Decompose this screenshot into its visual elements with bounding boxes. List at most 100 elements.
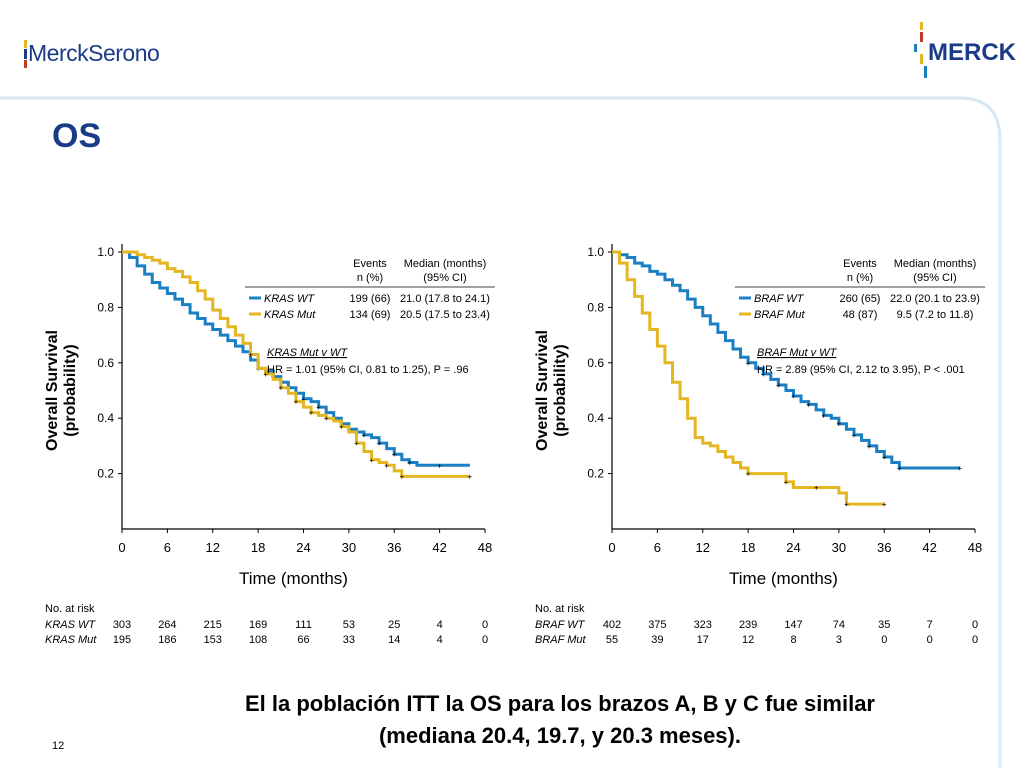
risk-row-name: KRAS WT <box>45 619 96 631</box>
risk-value: 39 <box>651 634 663 646</box>
censor-mark: + <box>407 459 412 468</box>
table-header-events: Events <box>353 258 387 270</box>
table-header-events: Events <box>843 258 877 270</box>
hr-text: HR = 2.89 (95% CI, 2.12 to 3.95), P < .0… <box>757 364 965 376</box>
censor-mark: + <box>294 398 299 407</box>
x-tick-label: 36 <box>877 540 891 555</box>
x-tick-label: 24 <box>786 540 800 555</box>
km-curve-kras-mut <box>122 250 470 478</box>
censor-mark: + <box>837 420 842 429</box>
risk-value: 186 <box>158 634 176 646</box>
censor-mark: + <box>844 500 849 509</box>
risk-table-label: No. at risk <box>535 603 585 615</box>
risk-value: 12 <box>742 634 754 646</box>
risk-value: 239 <box>739 619 757 631</box>
risk-value: 25 <box>388 619 400 631</box>
risk-value: 17 <box>697 634 709 646</box>
hr-text: HR = 1.01 (95% CI, 0.81 to 1.25), P = .9… <box>267 364 469 376</box>
censor-mark: + <box>324 414 329 423</box>
risk-value: 402 <box>603 619 621 631</box>
risk-value: 8 <box>790 634 796 646</box>
y-axis-label-line2: (probability) <box>552 344 569 436</box>
table-header-ci: (95% CI) <box>913 272 956 284</box>
legend-median: 20.5 (17.5 to 23.4) <box>400 309 490 321</box>
x-tick-label: 30 <box>832 540 846 555</box>
y-axis-label-line1: Overall Survival <box>44 330 61 451</box>
risk-value: 55 <box>606 634 618 646</box>
censor-mark: + <box>354 439 359 448</box>
risk-row-name: BRAF Mut <box>535 634 586 646</box>
censor-mark: + <box>791 392 796 401</box>
censor-mark: + <box>399 472 404 481</box>
censor-mark: + <box>852 431 857 440</box>
x-tick-label: 48 <box>478 540 492 555</box>
risk-value: 4 <box>437 634 443 646</box>
table-header-ci: (95% CI) <box>423 272 466 284</box>
risk-value: 14 <box>388 634 400 646</box>
x-tick-label: 0 <box>118 540 125 555</box>
slide-number: 12 <box>52 740 65 752</box>
x-tick-label: 18 <box>741 540 755 555</box>
censor-mark: + <box>316 403 321 412</box>
legend-median: 21.0 (17.8 to 24.1) <box>400 293 490 305</box>
merck-logo: MERCK <box>928 39 1016 66</box>
km-curve-braf-mut <box>612 250 885 506</box>
legend-events: 199 (66) <box>350 293 391 305</box>
y-axis-label-line2: (probability) <box>62 344 79 436</box>
table-header-median: Median (months) <box>404 258 487 270</box>
y-tick-label: 0.2 <box>587 467 604 481</box>
censor-mark: + <box>882 453 887 462</box>
censor-mark: + <box>784 478 789 487</box>
x-tick-label: 6 <box>654 540 661 555</box>
risk-value: 0 <box>881 634 887 646</box>
merckserono-logo: MerckSerono <box>28 40 160 66</box>
risk-value: 147 <box>784 619 802 631</box>
legend-label: KRAS WT <box>264 293 315 305</box>
x-tick-label: 48 <box>968 540 982 555</box>
km-curve-braf-wt <box>612 250 960 470</box>
summary-line-1: El la población ITT la OS para los brazo… <box>244 691 875 716</box>
risk-value: 0 <box>927 634 933 646</box>
risk-value: 7 <box>927 619 933 631</box>
x-tick-label: 0 <box>608 540 615 555</box>
x-tick-label: 12 <box>696 540 710 555</box>
x-tick-label: 6 <box>164 540 171 555</box>
risk-value: 53 <box>343 619 355 631</box>
legend-events: 48 (87) <box>843 309 878 321</box>
risk-value: 375 <box>648 619 666 631</box>
merck-logo-mark <box>914 22 928 87</box>
censor-mark: + <box>309 409 314 418</box>
x-tick-label: 36 <box>387 540 401 555</box>
censor-mark: + <box>761 370 766 379</box>
y-tick-label: 0.8 <box>587 300 604 314</box>
censor-mark: + <box>248 350 253 359</box>
risk-row-name: BRAF WT <box>535 619 586 631</box>
risk-value: 4 <box>437 619 443 631</box>
y-tick-label: 0.4 <box>587 411 604 425</box>
censor-mark: + <box>958 464 963 473</box>
risk-value: 74 <box>833 619 845 631</box>
censor-mark: + <box>301 395 306 404</box>
censor-mark: + <box>867 442 872 451</box>
risk-value: 0 <box>972 634 978 646</box>
risk-value: 215 <box>204 619 222 631</box>
x-tick-label: 42 <box>922 540 936 555</box>
risk-value: 108 <box>249 634 267 646</box>
legend-label: KRAS Mut <box>264 309 316 321</box>
risk-value: 33 <box>343 634 355 646</box>
legend-label: BRAF WT <box>754 293 805 305</box>
x-tick-label: 12 <box>206 540 220 555</box>
legend-events: 260 (65) <box>840 293 881 305</box>
risk-row-name: KRAS Mut <box>45 634 97 646</box>
risk-value: 323 <box>694 619 712 631</box>
censor-mark: + <box>821 411 826 420</box>
table-header-median: Median (months) <box>894 258 977 270</box>
censor-mark: + <box>776 381 781 390</box>
legend-median: 22.0 (20.1 to 23.9) <box>890 293 980 305</box>
censor-mark: + <box>377 439 382 448</box>
y-tick-label: 1.0 <box>587 245 604 259</box>
risk-value: 169 <box>249 619 267 631</box>
risk-value: 35 <box>878 619 890 631</box>
legend-events: 134 (69) <box>350 309 391 321</box>
risk-value: 0 <box>482 619 488 631</box>
